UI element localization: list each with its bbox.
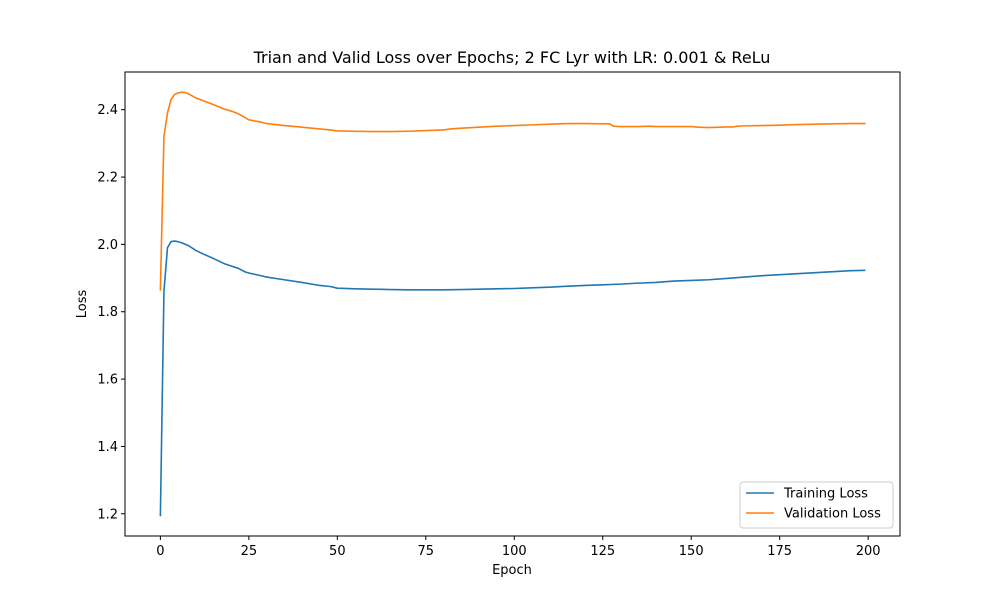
y-tick-label: 1.6 xyxy=(97,373,118,388)
x-tick-label: 75 xyxy=(418,544,435,559)
plot-frame xyxy=(124,71,901,537)
y-tick-label: 2.0 xyxy=(97,238,118,253)
legend-box xyxy=(739,481,894,529)
legend-label: Validation Loss xyxy=(784,507,881,522)
y-tick-label: 1.2 xyxy=(97,507,118,522)
x-tick-label: 100 xyxy=(502,544,527,559)
plot-area xyxy=(124,71,901,537)
x-axis: 0 25 50 75 100 125 150 175 200 xyxy=(156,536,881,559)
x-tick-label: 25 xyxy=(241,544,258,559)
x-tick-label: 150 xyxy=(679,544,704,559)
x-tick-label: 175 xyxy=(767,544,792,559)
x-tick-label: 200 xyxy=(856,544,881,559)
series-layer xyxy=(159,91,866,517)
y-axis-label: Loss xyxy=(75,290,90,319)
y-tick-label: 1.8 xyxy=(97,305,118,320)
legend: Training Loss Validation Loss xyxy=(739,481,894,529)
y-tick-label: 2.4 xyxy=(97,103,118,118)
legend-items: Training Loss Validation Loss xyxy=(746,487,881,522)
x-axis-label: Epoch xyxy=(492,563,532,578)
y-tick-label: 1.4 xyxy=(97,440,118,455)
x-tick-label: 50 xyxy=(329,544,346,559)
series-line-validation-loss xyxy=(159,91,866,291)
x-tick-label: 0 xyxy=(156,544,164,559)
y-axis: 1.2 1.4 1.6 1.8 2.0 2.2 2.4 xyxy=(97,103,125,522)
series-line-training-loss xyxy=(159,240,866,517)
legend-label: Training Loss xyxy=(783,487,868,502)
chart-title: Trian and Valid Loss over Epochs; 2 FC L… xyxy=(253,48,771,67)
x-tick-label: 125 xyxy=(590,544,615,559)
y-tick-label: 2.2 xyxy=(97,171,118,186)
